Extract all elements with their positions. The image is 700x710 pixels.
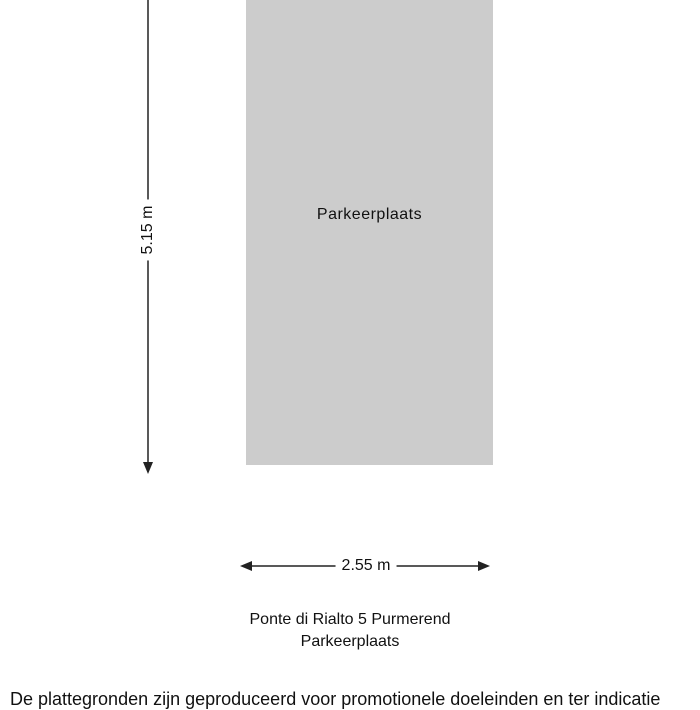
width-dimension-label: 2.55 m: [335, 557, 397, 575]
room-label: Parkeerplaats: [316, 206, 423, 223]
address-caption: Ponte di Rialto 5 Purmerend: [249, 611, 451, 628]
arrowhead-left-icon: [240, 561, 252, 571]
arrowhead-down-icon: [143, 462, 153, 474]
arrowhead-right-icon: [478, 561, 490, 571]
height-dimension-label: 5.15 m: [139, 199, 157, 261]
parking-space-area: [246, 0, 493, 465]
room-caption: Parkeerplaats: [300, 633, 400, 650]
